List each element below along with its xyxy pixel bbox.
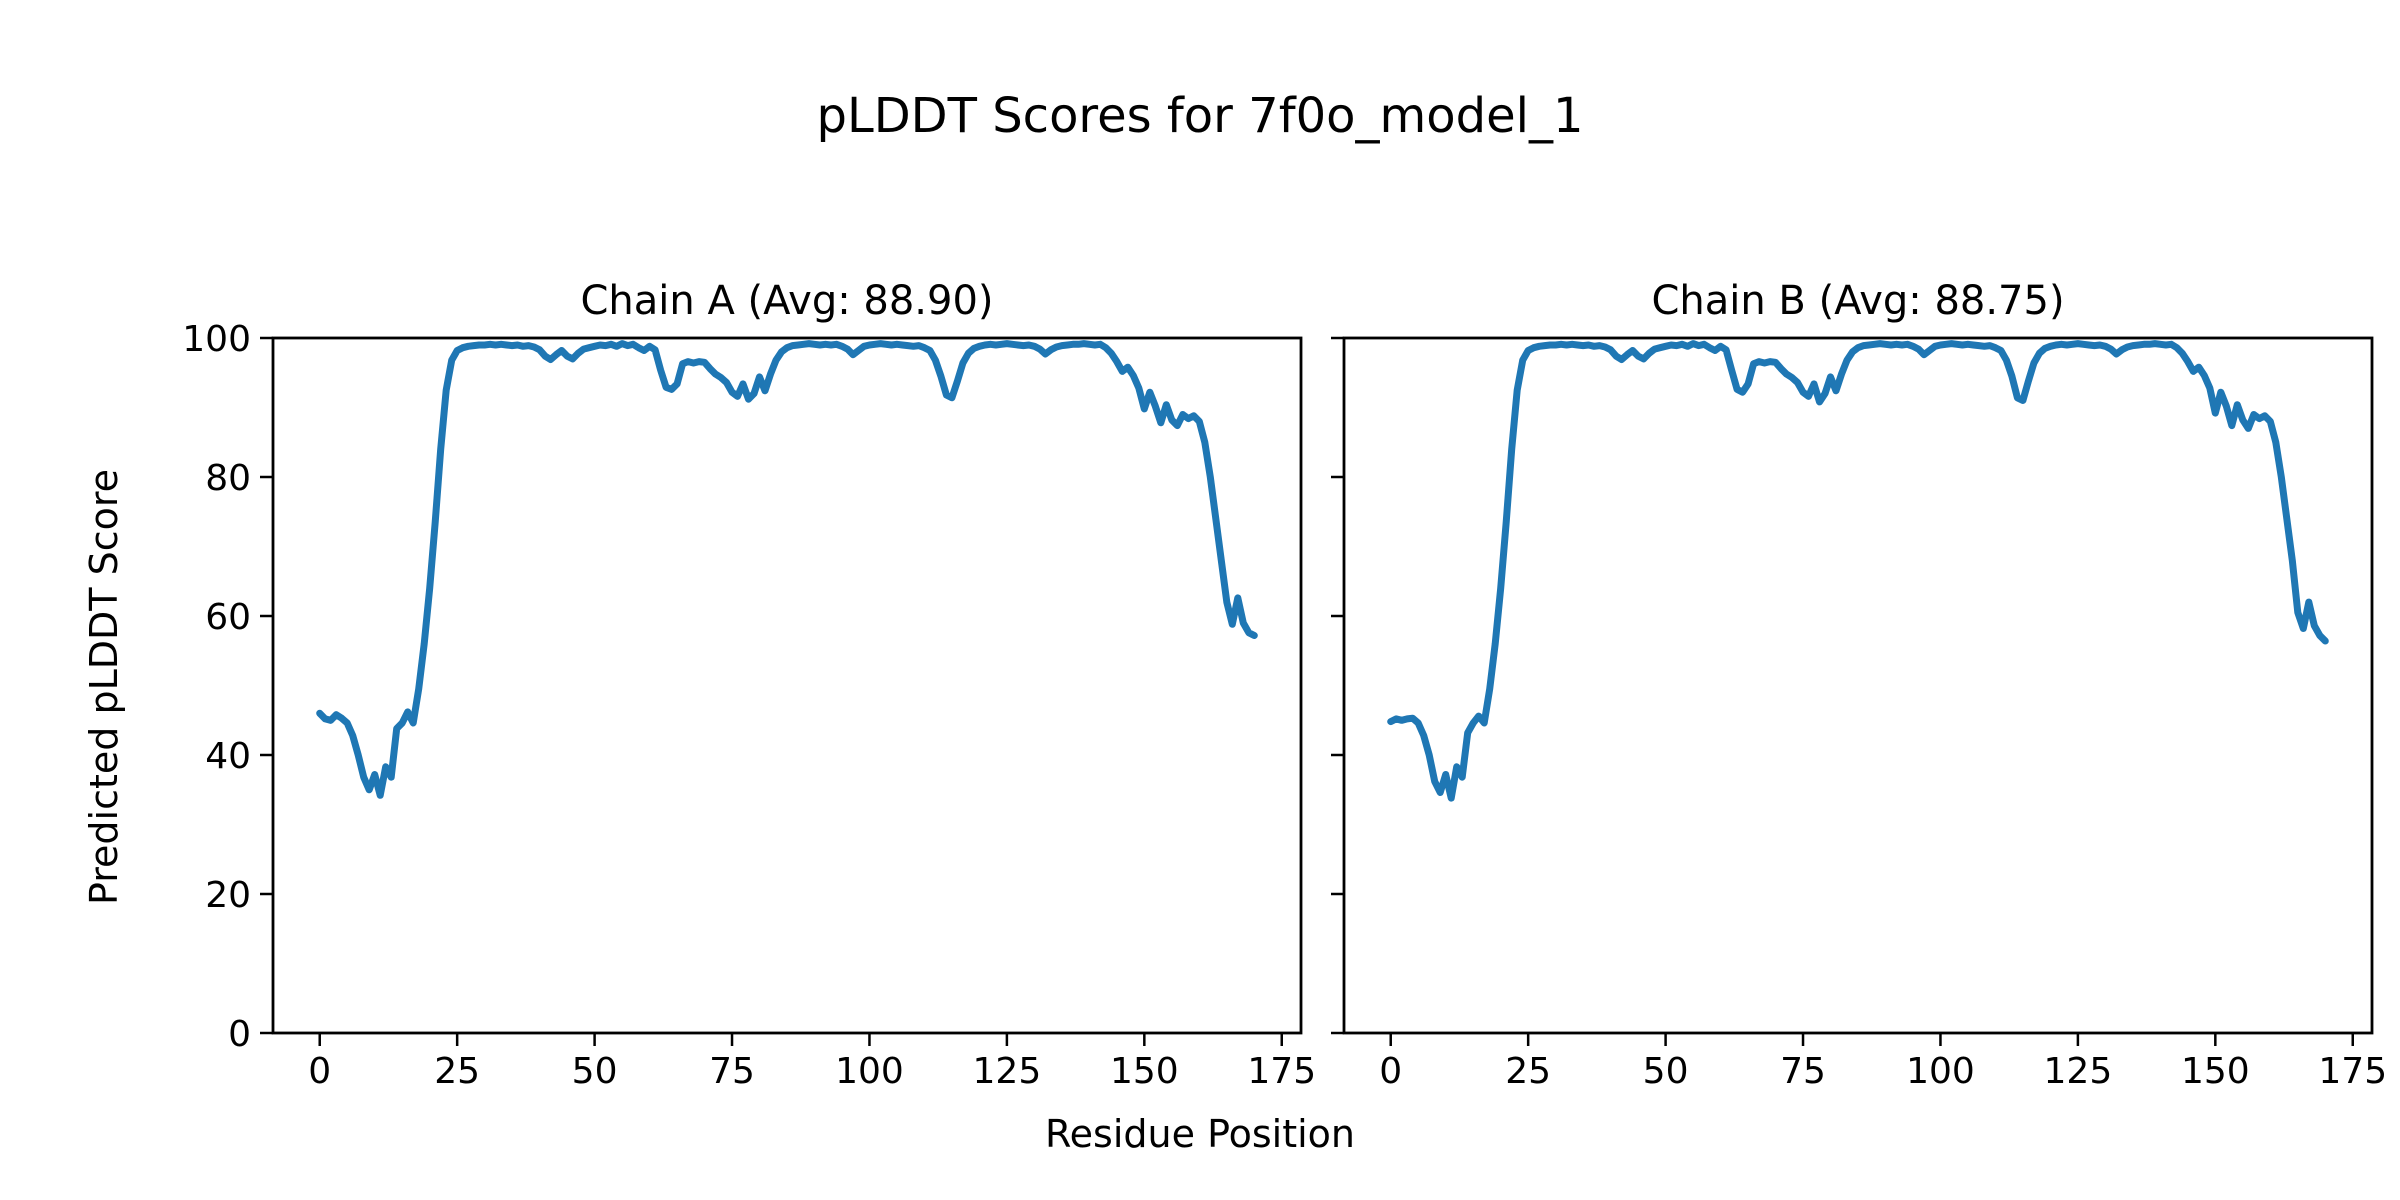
y-tick-label: 0	[228, 1014, 251, 1055]
y-axis-label: Predicted pLDDT Score	[82, 469, 126, 905]
x-tick-label-chain-a: 25	[434, 1051, 480, 1092]
subplot-title-chain-a: Chain A (Avg: 88.90)	[580, 278, 994, 324]
y-tick-label: 60	[205, 597, 251, 638]
x-tick-label-chain-b: 100	[1906, 1051, 1975, 1092]
x-tick-label-chain-b: 150	[2181, 1051, 2250, 1092]
plddt-line-chain-a	[316, 340, 1258, 799]
x-tick-label-chain-b: 50	[1643, 1051, 1689, 1092]
y-tick-label: 40	[205, 736, 251, 777]
x-tick-label-chain-a: 0	[308, 1051, 331, 1092]
axes-frame-chain-b	[1342, 336, 2374, 1035]
x-tick-label-chain-a: 75	[709, 1051, 755, 1092]
x-tick-label-chain-a: 125	[973, 1051, 1042, 1092]
axes-frame-chain-a	[271, 336, 1303, 1035]
y-tick-label: 80	[205, 458, 251, 499]
x-tick-label-chain-b: 75	[1780, 1051, 1826, 1092]
x-tick-label-chain-b: 0	[1379, 1051, 1402, 1092]
x-tick-label-chain-a: 150	[1110, 1051, 1179, 1092]
x-tick-label-chain-a: 100	[835, 1051, 904, 1092]
figure-title: pLDDT Scores for 7f0o_model_1	[816, 88, 1584, 144]
y-tick-label: 100	[182, 319, 251, 360]
subplot-title-chain-b: Chain B (Avg: 88.75)	[1651, 278, 2065, 324]
x-tick-label-chain-a: 175	[1247, 1051, 1316, 1092]
y-tick-label: 20	[205, 875, 251, 916]
x-tick-label-chain-a: 50	[572, 1051, 618, 1092]
x-tick-label-chain-b: 175	[2318, 1051, 2387, 1092]
plddt-line-chain-b	[1387, 340, 2329, 802]
x-axis-label: Residue Position	[1044, 1112, 1356, 1156]
x-tick-label-chain-b: 125	[2044, 1051, 2113, 1092]
x-tick-label-chain-b: 25	[1505, 1051, 1551, 1092]
